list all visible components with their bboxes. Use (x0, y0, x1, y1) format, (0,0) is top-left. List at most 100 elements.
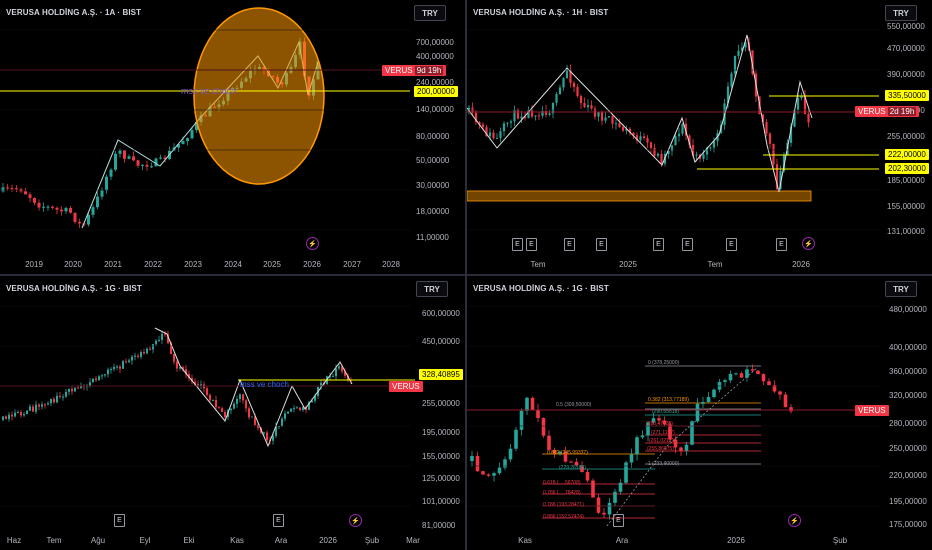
candle-body (768, 133, 772, 144)
price-tag: VERUS (855, 405, 889, 416)
candle-body (712, 141, 716, 148)
y-tick: 400,00000 (416, 52, 454, 61)
earnings-event-icon[interactable]: E (613, 514, 624, 527)
chart-canvas[interactable] (467, 0, 932, 274)
x-tick: Ara (274, 536, 288, 545)
candle-body (688, 135, 691, 145)
candle-body (653, 147, 656, 156)
lightning-icon[interactable]: ⚡ (802, 237, 815, 250)
candle-body (679, 447, 683, 451)
candle-body (134, 355, 136, 357)
candle-body (32, 406, 34, 412)
lightning-icon[interactable]: ⚡ (349, 514, 362, 527)
earnings-event-icon[interactable]: E (596, 238, 607, 251)
candle-body (767, 381, 771, 386)
chart-panel-daily-2[interactable]: VERUSA HOLDİNG A.Ş. · 1G · BIST TRY 480,… (467, 276, 932, 550)
candle-body (68, 388, 70, 392)
symbol-title[interactable]: VERUSA HOLDİNG A.Ş. · 1H · BIST (473, 8, 609, 17)
x-tick: Kas (518, 536, 532, 545)
horizontal-divider[interactable] (0, 274, 932, 276)
chart-panel-monthly[interactable]: VERUSA HOLDİNG A.Ş. · 1A · BIST TRY 700,… (0, 0, 465, 274)
level-badge: 222,00000 (885, 149, 929, 160)
annotation-text[interactable]: mss ve choch (240, 380, 289, 389)
earnings-event-icon[interactable]: E (114, 514, 125, 527)
candle-body (488, 132, 492, 137)
candle-body (551, 102, 555, 114)
candle-body (495, 138, 499, 140)
candle-body (723, 380, 727, 382)
candle-body (580, 465, 584, 472)
candle-body (782, 154, 786, 171)
candle-body (167, 334, 169, 344)
candle-body (667, 151, 670, 154)
candle-body (2, 416, 4, 420)
lightning-icon[interactable]: ⚡ (788, 514, 801, 527)
candle-body (320, 382, 322, 388)
symbol-title[interactable]: VERUSA HOLDİNG A.Ş. · 1G · BIST (6, 284, 142, 293)
candle-body (481, 124, 485, 128)
earnings-event-icon[interactable]: E (682, 238, 693, 251)
candle-body (176, 361, 178, 369)
candle-body (46, 206, 50, 208)
x-tick: Mar (406, 536, 420, 545)
symbol-title[interactable]: VERUSA HOLDİNG A.Ş. · 1A · BIST (6, 8, 142, 17)
x-tick: 2022 (144, 260, 162, 269)
fib-label: (290,65618) (652, 409, 679, 415)
candle-body (590, 105, 593, 109)
candle-body (314, 396, 316, 401)
candle-body (516, 109, 520, 119)
fib-label: (261,02121) (649, 438, 676, 444)
earnings-event-icon[interactable]: E (564, 238, 575, 251)
candle-body (113, 366, 115, 370)
candle-body (185, 369, 187, 375)
chart-panel-weekly[interactable]: VERUSA HOLDİNG A.Ş. · 1H · BIST TRY 550,… (467, 0, 932, 274)
candle-body (807, 113, 810, 123)
chart-canvas[interactable] (0, 0, 465, 274)
candle-body (159, 157, 162, 159)
y-tick: 50,00000 (416, 156, 450, 165)
candle-body (89, 382, 91, 386)
y-tick: 185,00000 (887, 176, 925, 185)
candle-body (635, 437, 639, 455)
currency-button[interactable]: TRY (416, 281, 448, 297)
candle-body (695, 154, 698, 156)
fib-label: 0 (378,25000) (648, 360, 680, 366)
candle-body (670, 145, 674, 152)
candle-body (574, 461, 579, 466)
candle-body (499, 131, 502, 139)
candle-body (132, 156, 135, 161)
candle-body (8, 414, 10, 420)
earnings-event-icon[interactable]: E (512, 238, 523, 251)
fib-label: 1 (233,90000) (648, 461, 680, 467)
candle-body (302, 406, 304, 411)
candle-body (131, 356, 133, 361)
candle-body (783, 394, 788, 408)
candle-body (563, 451, 568, 462)
level-badge: 328,40895 (419, 369, 463, 380)
symbol-title[interactable]: VERUSA HOLDİNG A.Ş. · 1G · BIST (473, 284, 609, 293)
earnings-event-icon[interactable]: E (776, 238, 787, 251)
earnings-event-icon[interactable]: E (526, 238, 537, 251)
fib-label: 0.786 (…,78428) (543, 490, 581, 496)
currency-button[interactable]: TRY (885, 281, 917, 297)
currency-button[interactable]: TRY (414, 5, 446, 21)
chart-panel-daily-1[interactable]: VERUSA HOLDİNG A.Ş. · 1G · BIST TRY 600,… (0, 276, 465, 550)
earnings-event-icon[interactable]: E (653, 238, 664, 251)
candle-body (509, 121, 513, 123)
chart-canvas[interactable] (467, 276, 932, 550)
candle-body (37, 202, 41, 208)
earnings-event-icon[interactable]: E (726, 238, 737, 251)
candle-body (62, 396, 64, 398)
earnings-event-icon[interactable]: E (273, 514, 284, 527)
lightning-icon[interactable]: ⚡ (306, 237, 319, 250)
chart-canvas[interactable] (0, 276, 465, 550)
candle-body (674, 136, 677, 146)
candle-body (662, 420, 667, 425)
annotation-text[interactable]: mss ve choch (181, 86, 237, 96)
candle-body (639, 136, 642, 141)
candle-body (597, 112, 600, 117)
candle-body (547, 435, 551, 450)
y-tick: 280,00000 (889, 419, 927, 428)
candle-body (527, 110, 530, 119)
currency-button[interactable]: TRY (885, 5, 917, 21)
